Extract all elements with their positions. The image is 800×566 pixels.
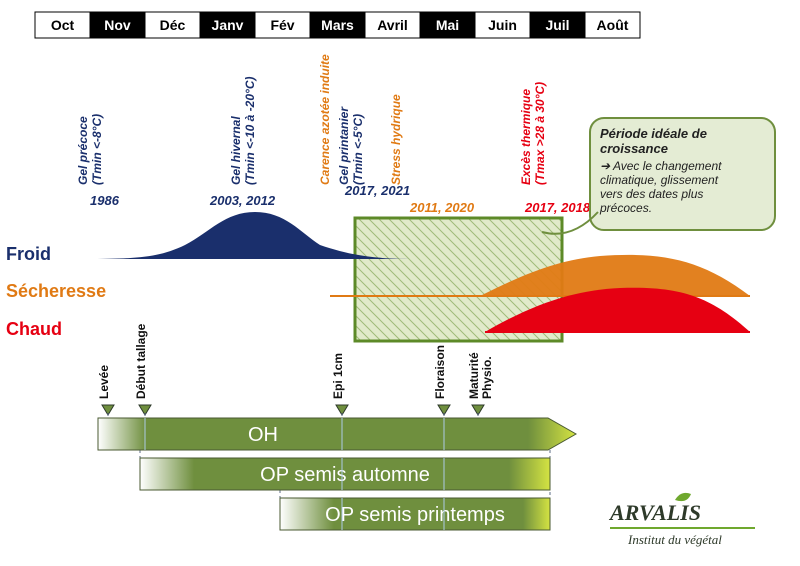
vert-risk-label: Carence azotée induite: [318, 54, 332, 185]
svg-text:Levée: Levée: [97, 365, 111, 399]
month-label: Mai: [436, 17, 459, 33]
month-label: Mars: [321, 17, 354, 33]
vert-risk-label: Gel printanier(Tmin <-5°C): [337, 106, 365, 185]
stage-marker: Levée: [97, 365, 114, 415]
svg-text:Gel printanier(Tmin <-5°C): Gel printanier(Tmin <-5°C): [337, 106, 365, 185]
svg-text:Stress hydrique: Stress hydrique: [389, 94, 403, 185]
crop-bar: OP semis printemps: [280, 498, 550, 530]
risk-label: Froid: [6, 244, 51, 264]
svg-text:Floraison: Floraison: [433, 345, 447, 399]
crop-bar: OH: [98, 418, 576, 450]
arvalis-logo: ARVALIS Institut du végétal: [608, 493, 755, 547]
month-label: Nov: [104, 17, 131, 33]
vert-risk-label: Stress hydrique: [389, 94, 403, 185]
vert-risk-label: Gel précoce(Tmin <-8°C): [76, 114, 104, 185]
year-label: 1986: [90, 193, 120, 208]
svg-text:Epi 1cm: Epi 1cm: [331, 353, 345, 399]
stage-marker: Floraison: [433, 345, 450, 415]
logo-sub: Institut du végétal: [627, 532, 722, 547]
year-label: 2017, 2021: [344, 183, 410, 198]
month-label: Juil: [545, 17, 569, 33]
month-label: Fév: [270, 17, 294, 33]
vert-risk-label: Excès thermique(Tmax >28 à 30°C): [519, 82, 547, 185]
diagram: Oct Nov Déc Janv Fév Mars Avril Mai Juin Juil Août…: [0, 0, 800, 566]
month-label: Avril: [377, 17, 408, 33]
month-label: Janv: [212, 17, 244, 33]
svg-text:Gel hivernal(Tmin <-10 à -20°C: Gel hivernal(Tmin <-10 à -20°C): [229, 77, 257, 186]
risk-label: Sécheresse: [6, 281, 106, 301]
svg-text:Excès thermique(Tmax >28 à 30°: Excès thermique(Tmax >28 à 30°C): [519, 82, 547, 185]
year-label: 2017, 2018: [524, 200, 591, 215]
stage-marker: MaturitéPhysio.: [467, 352, 494, 415]
crop-bar: OP semis automne: [140, 458, 550, 490]
risk-label: Chaud: [6, 319, 62, 339]
svg-text:Début tallage: Début tallage: [134, 323, 148, 399]
stage-marker: Début tallage: [134, 323, 151, 415]
svg-text:ARVALIS: ARVALIS: [608, 500, 701, 525]
callout: Période idéale decroissance➔ Avec le cha…: [542, 118, 775, 234]
month-label: Août: [597, 17, 629, 33]
svg-text:MaturitéPhysio.: MaturitéPhysio.: [467, 352, 494, 399]
svg-text:Carence azotée induite: Carence azotée induite: [318, 54, 332, 185]
crop-bar-label: OH: [248, 424, 278, 446]
month-label: Oct: [51, 17, 75, 33]
month-label: Juin: [488, 17, 517, 33]
svg-text:Gel précoce(Tmin <-8°C): Gel précoce(Tmin <-8°C): [76, 114, 104, 185]
year-label: 2003, 2012: [209, 193, 276, 208]
crop-bar-label: OP semis automne: [260, 464, 430, 486]
stage-marker: Epi 1cm: [331, 353, 348, 415]
vert-risk-label: Gel hivernal(Tmin <-10 à -20°C): [229, 77, 257, 186]
year-label: 2011, 2020: [409, 200, 475, 215]
crop-bar-label: OP semis printemps: [325, 504, 505, 526]
month-label: Déc: [160, 17, 186, 33]
